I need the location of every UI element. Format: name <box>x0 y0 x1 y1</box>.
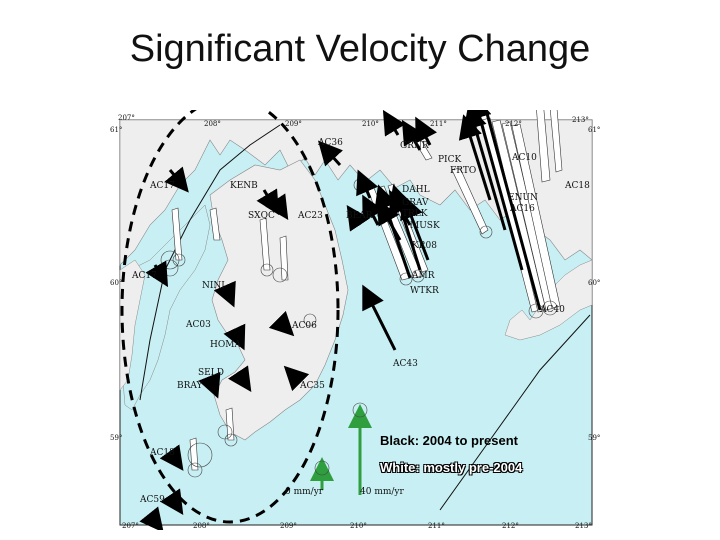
tick-bottom: 211° <box>428 522 445 530</box>
black-arrow <box>362 284 397 351</box>
tick-bottom: 208° <box>193 522 210 530</box>
legend-black: Black: 2004 to present <box>380 433 519 448</box>
station-label: AC03 <box>185 320 211 330</box>
station-label: HOMA <box>210 340 241 350</box>
station-label: AC17 <box>149 181 175 191</box>
station-label: AC16 <box>509 204 535 214</box>
tick-top: 212° <box>505 120 522 128</box>
white-arrow <box>549 110 563 173</box>
legend-white: White: mostly pre-2004 <box>380 460 523 475</box>
station-label: NINI <box>202 281 225 291</box>
black-arrow <box>356 169 379 199</box>
black-arrow <box>160 488 184 515</box>
station-label: SXQC <box>248 211 275 221</box>
white-arrow <box>279 235 289 281</box>
white-arrow <box>209 207 221 241</box>
station-label: AC36 <box>317 138 343 148</box>
error-ellipses <box>160 178 558 478</box>
black-arrow <box>317 140 343 167</box>
station-label: DAHL <box>402 185 430 195</box>
tick-left: 61° <box>110 126 122 134</box>
scale-label-left: 0 mm/yr <box>285 487 324 497</box>
fault-line <box>139 124 281 401</box>
station-label: MUSK <box>410 221 440 231</box>
tick-top: 209° <box>285 120 302 128</box>
station-label: AC06 <box>291 321 317 331</box>
tick-top: 207° <box>118 114 135 122</box>
black-arrow <box>401 119 425 151</box>
black-arrow <box>145 260 169 288</box>
black-arrow <box>362 194 384 226</box>
station-label: AC59 <box>139 495 165 505</box>
black-arrow <box>458 114 492 201</box>
tick-right: 59° <box>588 434 600 442</box>
tick-labels: 207° 208° 209° 210° 211° 212° 213° 61° 6… <box>110 114 600 530</box>
station-labels: AC36 GRNR PICK FRTO AC10 AC18 AC17 KENB … <box>131 138 590 505</box>
highlight-ellipse <box>120 110 340 524</box>
black-arrow <box>283 365 310 392</box>
station-label: FRTO <box>450 166 476 176</box>
black-arrow <box>228 365 252 392</box>
white-arrow <box>536 110 551 183</box>
white-arrow <box>511 123 561 309</box>
white-arrow <box>171 207 183 261</box>
tick-right: 60° <box>588 279 600 287</box>
tick-bottom: 213° <box>575 522 592 530</box>
black-arrow <box>198 371 221 399</box>
station-label: SELD <box>198 368 224 378</box>
station-label: AC17 <box>131 271 157 281</box>
black-arrow <box>139 506 164 530</box>
white-arrow <box>451 167 489 235</box>
station-label: AC35 <box>299 381 325 391</box>
trench-line <box>439 314 591 511</box>
tick-bottom: 212° <box>502 522 519 530</box>
black-arrow <box>164 166 189 193</box>
station-label: ENUN <box>508 193 538 203</box>
station-label: BRAY <box>177 381 204 391</box>
station-label: GRAV <box>402 198 429 208</box>
black-arrow <box>382 110 406 137</box>
black-arrow <box>159 444 184 471</box>
black-arrow <box>223 323 246 351</box>
tick-top: 213° <box>572 116 589 124</box>
tick-left: 60° <box>110 279 122 287</box>
station-label: AC23 <box>297 211 323 221</box>
black-arrow <box>268 310 295 337</box>
station-label: AC40 <box>539 305 565 315</box>
black-arrow <box>265 193 289 221</box>
scale-label-right: 40 mm/yr <box>360 487 404 497</box>
tick-bottom: 209° <box>280 522 297 530</box>
white-arrow <box>501 121 555 311</box>
station-label: GRNR <box>400 141 429 151</box>
station-label: TRLK <box>402 209 428 219</box>
station-label: KR08 <box>412 241 437 251</box>
black-arrow <box>388 189 412 226</box>
tick-bottom: 207° <box>122 522 139 530</box>
station-label: AMR <box>411 271 435 281</box>
black-arrow <box>415 116 437 146</box>
tick-right: 61° <box>588 126 600 134</box>
station-label: WTKR <box>410 286 439 296</box>
station-label: BEAR <box>346 211 373 221</box>
black-arrow <box>346 205 370 232</box>
tick-top: 211° <box>430 120 447 128</box>
station-label: AC10 <box>511 153 537 163</box>
tick-top: 210° <box>362 120 379 128</box>
tick-left: 59° <box>110 434 122 442</box>
station-label: AC18 <box>564 181 590 191</box>
tick-top: 208° <box>204 120 221 128</box>
black-arrows <box>139 110 542 530</box>
slide-title: Significant Velocity Change <box>129 28 591 70</box>
station-label: PICK <box>438 155 461 165</box>
tick-bottom: 210° <box>350 522 367 530</box>
station-label: AC18 <box>149 448 175 458</box>
black-arrow <box>213 280 236 308</box>
station-label: KENB <box>230 181 258 191</box>
station-label: AC43 <box>392 359 418 369</box>
velocity-map: AC36 GRNR PICK FRTO AC10 AC18 AC17 KENB … <box>110 110 600 530</box>
white-arrow <box>259 217 271 271</box>
map-svg: AC36 GRNR PICK FRTO AC10 AC18 AC17 KENB … <box>110 110 600 530</box>
